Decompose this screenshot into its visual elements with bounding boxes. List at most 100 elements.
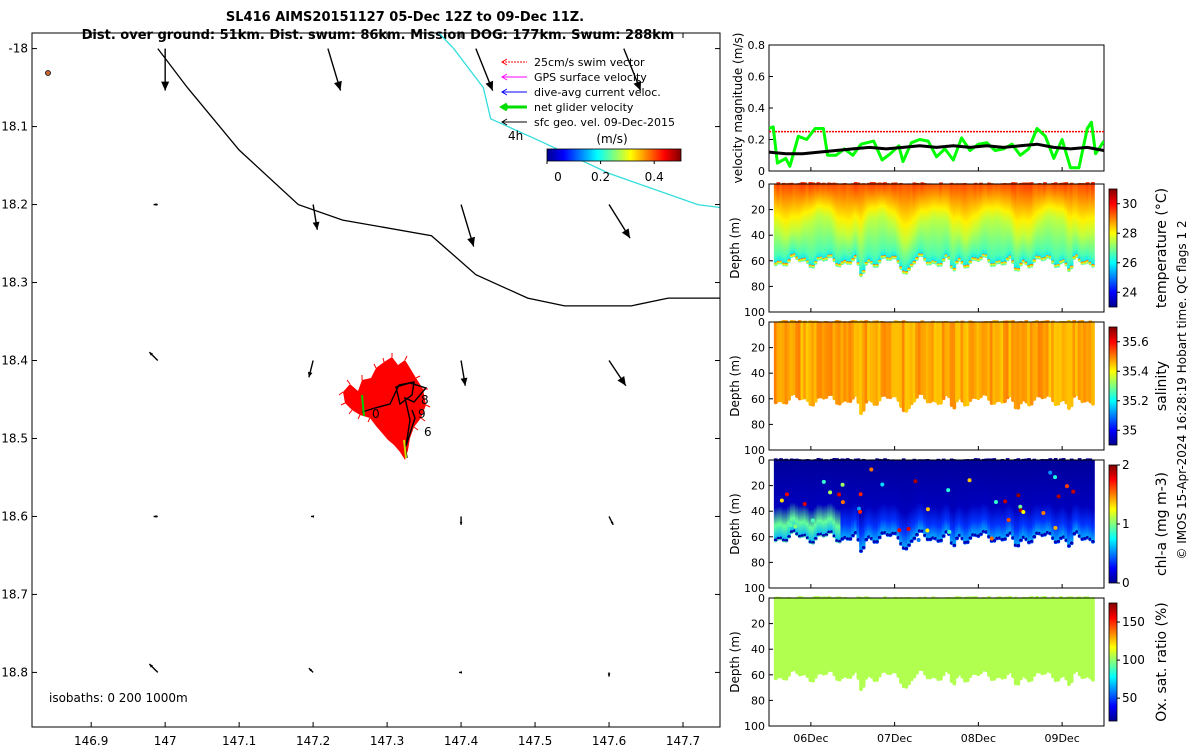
section-data-column	[845, 597, 850, 677]
section-data-column	[965, 183, 970, 267]
section-bottom-cap	[877, 673, 882, 678]
section-data-column	[944, 459, 949, 533]
time-axis: 06Dec 07Dec 08Dec 09Dec	[793, 732, 1080, 745]
section-data-column	[824, 596, 829, 673]
chl-sample-point	[1018, 504, 1023, 509]
colorbar-tick-label: 35.4	[1122, 364, 1149, 378]
section-data-column	[1016, 321, 1021, 408]
section-data-column	[848, 459, 853, 540]
section-data-column	[976, 183, 981, 261]
section-data-column	[1072, 320, 1077, 396]
section-data-column	[992, 597, 997, 679]
section-data-column	[1040, 459, 1045, 536]
arrow-head	[153, 203, 157, 206]
section-data-column	[931, 183, 935, 263]
section-data-column	[856, 182, 861, 264]
legend-colorbar-tick-label: 0.4	[645, 170, 664, 184]
section-data-column	[968, 596, 973, 677]
section-data-column	[877, 182, 882, 262]
section-data-column	[835, 320, 839, 403]
section-data-column	[984, 597, 989, 671]
section-bottom-cap	[1003, 399, 1007, 404]
map-xtick-label: 147.2	[296, 734, 330, 748]
chl-sample-point	[1053, 475, 1058, 480]
chl-sample-point	[869, 467, 874, 472]
colorbar-tick-label: 150	[1122, 615, 1145, 629]
section-data-column	[808, 320, 813, 405]
section-bottom-cap	[1029, 677, 1034, 682]
section-data-column	[901, 183, 906, 273]
section-data-column	[1019, 182, 1023, 265]
section-bottom-cap	[1043, 256, 1047, 261]
velocity-ytick-label: 0	[758, 165, 765, 178]
section-data-column	[941, 321, 946, 399]
section-bottom-cap	[851, 533, 855, 538]
section-data-column	[955, 596, 959, 677]
section-data-column	[1029, 321, 1034, 404]
section-data-column	[776, 182, 781, 263]
section-data-column	[968, 320, 973, 401]
section-bottom-cap	[909, 401, 914, 406]
section-data-column	[925, 458, 930, 540]
geo-velocity-arrow	[153, 515, 158, 518]
section-ylabel: Depth (m)	[728, 493, 742, 554]
section-bottom-cap	[915, 257, 919, 261]
section-data-column	[979, 597, 983, 673]
section-data-column	[864, 320, 869, 402]
chl-sample-point	[828, 490, 833, 495]
section-data-column	[957, 183, 962, 260]
section-data-column	[837, 459, 842, 542]
section-data-column	[971, 183, 975, 259]
section-ytick-label: 40	[751, 367, 765, 380]
section-bottom-cap	[992, 539, 997, 543]
arrow-head	[149, 352, 154, 356]
section-data-column	[1027, 182, 1031, 267]
section-data-column	[904, 459, 909, 549]
section-data-column	[1043, 320, 1047, 397]
section-data-column	[979, 321, 983, 397]
colorbar-tick-label: 0	[1122, 576, 1130, 590]
section-bottom-cap	[965, 540, 970, 545]
map-axes: 146.9 147 147.1 147.2 147.3 147.4 147.5 147.6 14…	[1, 32, 721, 748]
section-bottom-cap	[859, 549, 863, 554]
section-bottom-cap	[968, 674, 973, 679]
section-data-column	[941, 458, 946, 537]
section-data-column	[867, 597, 871, 676]
geo-velocity-arrow	[308, 667, 314, 673]
section-data-column	[1011, 459, 1015, 539]
chl-sample-point	[1021, 510, 1026, 515]
section-data-column	[923, 459, 927, 536]
section-bottom-cap	[888, 533, 893, 538]
section-data-column	[939, 321, 943, 403]
section-data-column	[864, 459, 869, 540]
section-data-column	[1013, 459, 1018, 546]
section-bottom-cap	[875, 402, 879, 406]
geo-velocity-arrow	[311, 515, 315, 518]
velocity-ytick-label: 0.6	[748, 71, 766, 84]
section-data-column	[877, 458, 882, 538]
section-data-column	[1048, 458, 1053, 534]
colorbar-tick-label: 26	[1122, 256, 1137, 270]
section-data-column	[963, 459, 967, 543]
section-data-column	[907, 596, 911, 684]
section-ytick-label: 20	[751, 480, 765, 493]
section-bottom-cap	[824, 395, 829, 399]
section-data-column	[928, 459, 933, 540]
section-data-column	[1021, 321, 1026, 400]
section-bottom-cap	[813, 536, 818, 541]
colorbar-tick-label: 35.6	[1122, 335, 1149, 349]
section-data-column	[880, 459, 885, 534]
section-data-column	[859, 459, 863, 552]
section-bottom-cap	[968, 260, 973, 265]
section-data-column	[1083, 596, 1087, 677]
section-data-column	[965, 321, 970, 405]
colorbar-tick-label: 2	[1122, 458, 1130, 472]
chl-sample-point	[989, 536, 994, 541]
section-data-column	[827, 182, 831, 257]
section-data-column	[1008, 183, 1013, 258]
chl-sample-point	[1003, 499, 1008, 504]
section-bottom-cap	[915, 533, 919, 537]
section-data-column	[773, 184, 778, 265]
map-xtick-label: 146.9	[74, 734, 108, 748]
chl-sample-point	[1041, 510, 1046, 515]
